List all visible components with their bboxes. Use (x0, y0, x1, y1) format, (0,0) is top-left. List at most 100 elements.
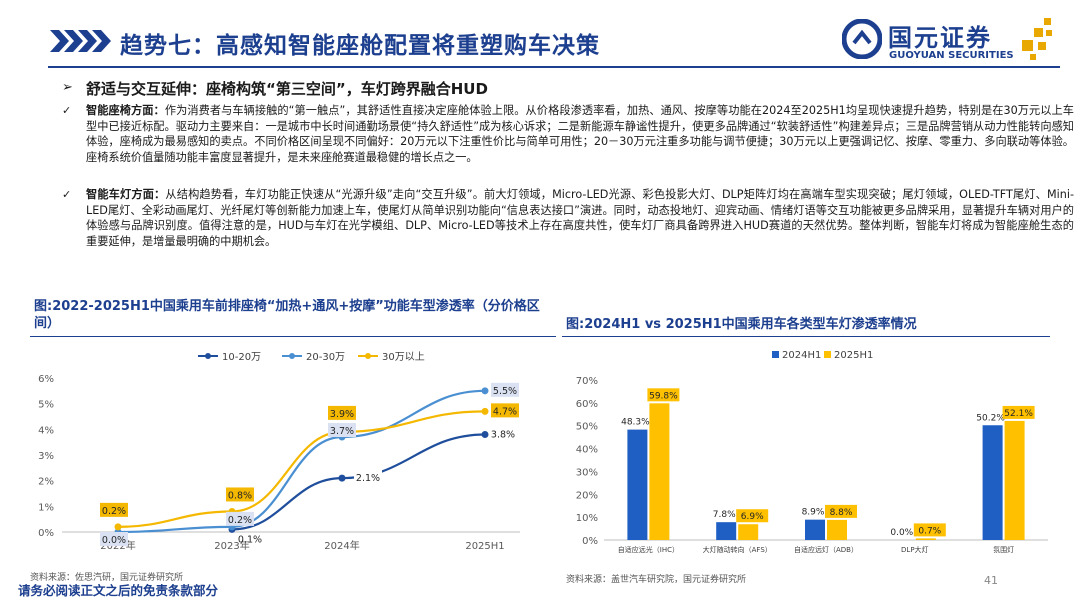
y-tick-label: 60% (576, 399, 598, 410)
data-label-box (913, 523, 946, 537)
data-label: 7.8% (713, 510, 736, 520)
bar (982, 425, 1003, 540)
legend-label: 2024H1 (782, 350, 821, 361)
bar (738, 524, 759, 540)
data-label: 2.1% (356, 473, 380, 484)
data-point (114, 523, 122, 531)
data-label-box (1002, 405, 1035, 419)
data-label: 48.3% (621, 418, 650, 428)
legend-label: 2025H1 (834, 350, 873, 361)
y-tick-label: 5% (38, 400, 54, 411)
data-label-box (100, 532, 128, 546)
data-point (481, 430, 489, 438)
paragraph-smart-lamp: ✓ 智能车灯方面：从结构趋势看，车灯功能正快速从“光源升级”走向“交互升级”。前… (62, 187, 1074, 249)
y-tick-label: 3% (38, 451, 54, 462)
legend-marker (772, 351, 779, 358)
y-tick-label: 20% (576, 490, 598, 501)
legend-marker (289, 353, 295, 359)
y-tick-label: 0% (582, 536, 598, 547)
page-number: 41 (984, 574, 998, 587)
data-label-box (100, 502, 128, 517)
chart-left-source: 资料来源：佐思汽研，国元证券研究所 (30, 573, 184, 583)
data-label: 5.5% (493, 386, 517, 397)
data-label: 0.0% (890, 528, 913, 538)
y-tick-label: 2% (38, 477, 54, 488)
x-tick-label: 2024年 (324, 539, 359, 552)
logo-dots-icon (1022, 18, 1052, 60)
data-label: 0.8% (228, 490, 252, 501)
chart-right-title-rule (562, 336, 1050, 337)
legend-label: 30万以上 (382, 351, 425, 363)
check-icon: ✓ (62, 104, 72, 117)
data-label: 59.8% (649, 391, 678, 401)
disclaimer: 请务必阅读正文之后的免责条款部分 (18, 583, 219, 598)
data-label-box (491, 403, 519, 418)
x-tick-label: 氛围灯 (993, 545, 1014, 554)
header-rule (48, 66, 1060, 68)
data-label-box (491, 382, 519, 397)
data-label: 0.2% (228, 515, 252, 526)
check-icon: ✓ (62, 188, 72, 201)
y-tick-label: 30% (576, 467, 598, 478)
data-label: 52.1% (1004, 409, 1033, 419)
data-label: 4.7% (493, 406, 517, 417)
data-label-box (825, 504, 857, 518)
data-label-box (736, 509, 769, 523)
data-label: 0.2% (102, 506, 126, 517)
data-label: 8.9% (802, 508, 825, 518)
data-label-box (489, 426, 517, 441)
data-label: 0.1% (238, 534, 262, 545)
y-tick-label: 10% (576, 513, 598, 524)
section-arrow-icon: ➢ (62, 80, 73, 95)
paragraph-text: 作为消费者与车辆接触的“第一触点”，其舒适性直接决定座舱体验上限。从价格段渗透率… (86, 104, 1074, 164)
data-label: 8.8% (830, 508, 853, 518)
y-tick-label: 6% (38, 374, 54, 385)
legend-marker (205, 353, 211, 359)
data-label: 50.2% (976, 413, 1005, 423)
x-tick-label: 2025H1 (465, 541, 504, 552)
data-label: 6.9% (741, 512, 764, 522)
data-point (481, 387, 489, 395)
data-label: 3.9% (330, 409, 354, 420)
paragraph-lead: 智能座椅方面： (86, 104, 165, 117)
y-tick-label: 1% (38, 502, 54, 513)
data-label-box (354, 470, 382, 485)
y-tick-label: 50% (576, 422, 598, 433)
chart-right-source: 资料来源：盖世汽车研究院，国元证券研究所 (566, 575, 747, 585)
legend-marker (824, 351, 831, 358)
bar (915, 538, 936, 540)
page-title: 趋势七：高感知智能座舱配置将重塑购车决策 (120, 33, 600, 59)
data-label-box (226, 511, 254, 526)
y-tick-label: 4% (38, 425, 54, 436)
bar (649, 403, 670, 540)
paragraph-smart-seat: ✓ 智能座椅方面：作为消费者与车辆接触的“第一触点”，其舒适性直接决定座舱体验上… (62, 103, 1074, 165)
paragraph-lead: 智能车灯方面： (86, 188, 166, 201)
data-label-box (328, 405, 356, 420)
x-tick-label: 自适应远灯（ADB） (794, 545, 858, 554)
data-label-box (226, 487, 254, 502)
data-label: 0.0% (102, 535, 126, 546)
data-label-box (647, 388, 680, 402)
logo-text-en: GUOYUAN SECURITIES (889, 50, 1014, 61)
bar-chart: 0% 10% 20% 30% 40% 50% 60% 70% 2024H1 2025H1 48.3%… (576, 350, 1048, 554)
series-line (117, 389, 486, 534)
series-line (117, 410, 486, 528)
x-tick-label: 大灯随动转向（AFS） (703, 545, 772, 554)
y-tick-label: 40% (576, 445, 598, 456)
legend-marker (365, 353, 371, 359)
legend-label: 20-30万 (306, 352, 345, 363)
data-label-box (328, 423, 356, 438)
logo-emblem-icon (842, 19, 882, 59)
data-label: 0.7% (918, 526, 941, 536)
chart-right-title: 图:2024H1 vs 2025H1中国乘用车各类型车灯渗透率情况 (566, 317, 917, 332)
line-chart: 0%1%2%3%4%5%6%2022年 2023年 2024年 2025H110-20… (38, 351, 520, 552)
bar (627, 429, 648, 540)
logo: 国元证券 GUOYUAN SECURITIES (842, 16, 1062, 66)
bar (827, 519, 847, 540)
data-point (481, 407, 489, 415)
data-label: 3.8% (491, 429, 515, 440)
data-label: 3.7% (330, 426, 354, 437)
x-tick-label: DLP大灯 (901, 545, 929, 554)
paragraph-text: 从结构趋势看，车灯功能正快速从“光源升级”走向“交互升级”。前大灯领域，Micr… (86, 188, 1074, 248)
title-chevrons-icon (50, 30, 111, 52)
